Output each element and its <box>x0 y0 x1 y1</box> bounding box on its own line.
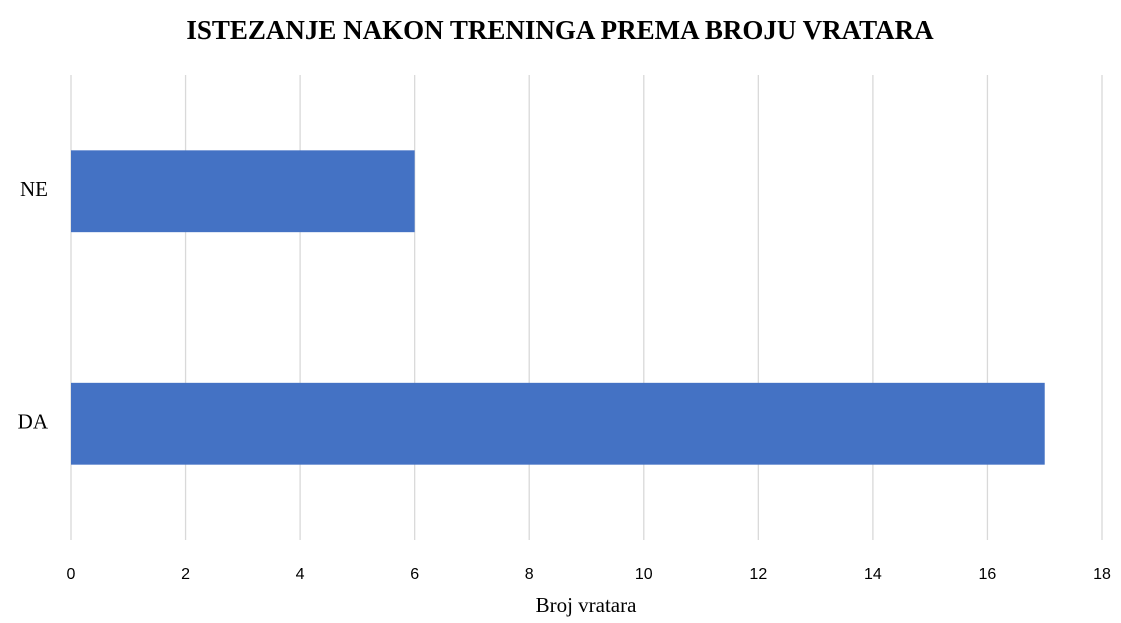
x-tick-label: 10 <box>635 566 653 583</box>
x-tick-label: 2 <box>181 566 190 583</box>
bar <box>71 150 415 233</box>
y-tick-label: NE <box>20 177 48 201</box>
x-tick-label: 4 <box>296 566 305 583</box>
y-tick-label: DA <box>18 410 49 434</box>
x-tick-label: 6 <box>410 566 419 583</box>
x-tick-label: 16 <box>979 566 997 583</box>
x-axis-label: Broj vratara <box>536 593 638 617</box>
x-tick-label: 8 <box>525 566 534 583</box>
x-tick-label: 0 <box>67 566 76 583</box>
x-tick-label: 12 <box>749 566 767 583</box>
x-tick-label: 14 <box>864 566 882 583</box>
chart-title: ISTEZANJE NAKON TRENINGA PREMA BROJU VRA… <box>186 15 934 45</box>
bar <box>71 382 1045 465</box>
x-tick-label: 18 <box>1093 566 1111 583</box>
